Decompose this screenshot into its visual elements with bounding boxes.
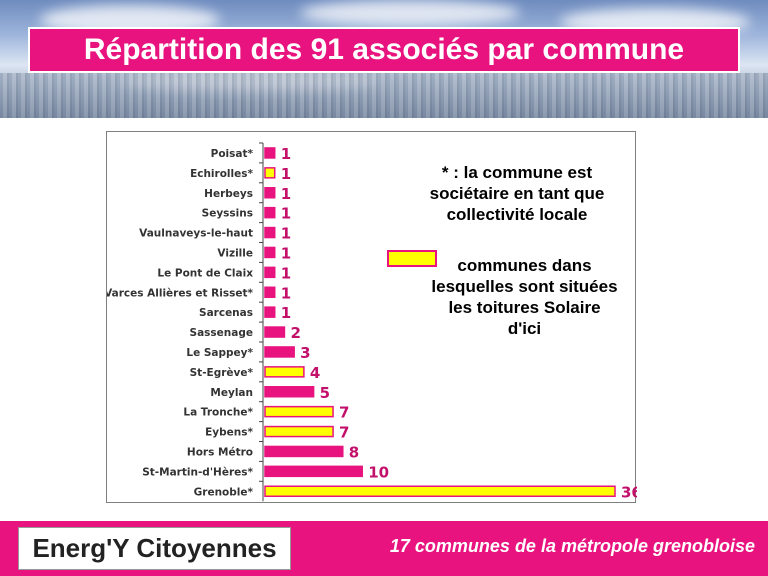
slide-title-text: Répartition des 91 associés par commune <box>83 33 685 66</box>
data-label: 4 <box>310 364 320 382</box>
category-label: Meylan <box>210 387 253 399</box>
chart-canvas: Poisat* 1 Echirolles* 1 Herbeys 1 Seyssins 1 Vau… <box>107 142 637 501</box>
category-label: Le Sappey* <box>186 347 253 359</box>
data-label: 3 <box>300 344 310 362</box>
logo-text: Energ'Y Citoyennes <box>32 533 277 563</box>
data-label: 36 <box>621 483 637 501</box>
asterisk-note: * : la commune est sociétaire en tant qu… <box>407 162 627 225</box>
bar <box>264 386 315 398</box>
data-label: 1 <box>281 264 291 282</box>
note-line-3: collectivité locale <box>446 205 588 224</box>
data-label: 1 <box>281 284 291 302</box>
bar <box>264 445 344 458</box>
category-label: Grenoble* <box>194 486 254 498</box>
note-line-1: * : la commune est <box>441 163 593 182</box>
data-label: 1 <box>281 205 291 223</box>
category-label: Varces Allières et Risset* <box>107 287 253 299</box>
category-label: Poisat* <box>211 148 254 160</box>
data-label: 8 <box>349 443 359 461</box>
category-label: Hors Métro <box>187 446 253 458</box>
data-label: 7 <box>339 424 349 442</box>
data-label: 1 <box>281 165 291 183</box>
bar <box>264 346 295 358</box>
slide-title: Répartition des 91 associés par commune <box>28 27 740 73</box>
bar <box>264 306 276 318</box>
data-label: 1 <box>281 185 291 203</box>
legend-text: communes dans lesquelles sont situées le… <box>412 255 637 339</box>
category-label: Vizille <box>217 247 253 259</box>
bar <box>264 425 334 438</box>
legend-line-3: les toitures Solaire <box>448 298 601 317</box>
category-label: St-Martin-d'Hères* <box>142 466 253 478</box>
footer-tagline: 17 communes de la métropole grenobloise <box>389 536 755 556</box>
data-label: 1 <box>281 244 291 262</box>
bar <box>264 326 286 338</box>
category-label: Eybens* <box>205 427 253 439</box>
category-label: Vaulnaveys-le-haut <box>139 228 253 240</box>
legend-swatch-yellow <box>387 250 437 267</box>
data-label: 7 <box>339 404 349 422</box>
bar <box>264 266 276 279</box>
legend-line-1: communes dans <box>457 256 592 275</box>
bar <box>264 167 276 179</box>
bar <box>264 405 334 418</box>
category-label: Le Pont de Claix <box>157 267 253 279</box>
legend-line-2: lesquelles sont situées <box>431 277 618 296</box>
note-line-2: sociétaire en tant que <box>429 184 605 203</box>
bar-chart: Poisat* 1 Echirolles* 1 Herbeys 1 Seyssins 1 Vau… <box>106 131 637 503</box>
data-label: 1 <box>281 304 291 322</box>
bar <box>264 226 276 239</box>
category-label: La Tronche* <box>183 407 253 419</box>
bar <box>264 206 276 219</box>
bar <box>264 465 363 478</box>
category-label: Echirolles* <box>190 168 253 180</box>
energy-citoyennes-logo: Energ'Y Citoyennes <box>18 527 291 570</box>
bar <box>264 485 616 497</box>
data-label: 2 <box>290 324 300 342</box>
category-label: Sassenage <box>190 327 253 339</box>
data-label: 10 <box>368 463 389 481</box>
category-label: St-Egrève* <box>190 367 254 379</box>
category-label: Seyssins <box>202 208 253 220</box>
bar <box>264 187 276 199</box>
legend-line-4: d'ici <box>507 319 542 338</box>
data-label: 5 <box>320 384 330 402</box>
bar <box>264 286 276 298</box>
bar <box>264 366 305 378</box>
data-label: 1 <box>281 225 291 243</box>
category-label: Herbeys <box>204 188 253 200</box>
bar <box>264 246 276 259</box>
bar <box>264 147 276 159</box>
data-label: 1 <box>281 145 291 163</box>
category-label: Sarcenas <box>199 307 253 319</box>
